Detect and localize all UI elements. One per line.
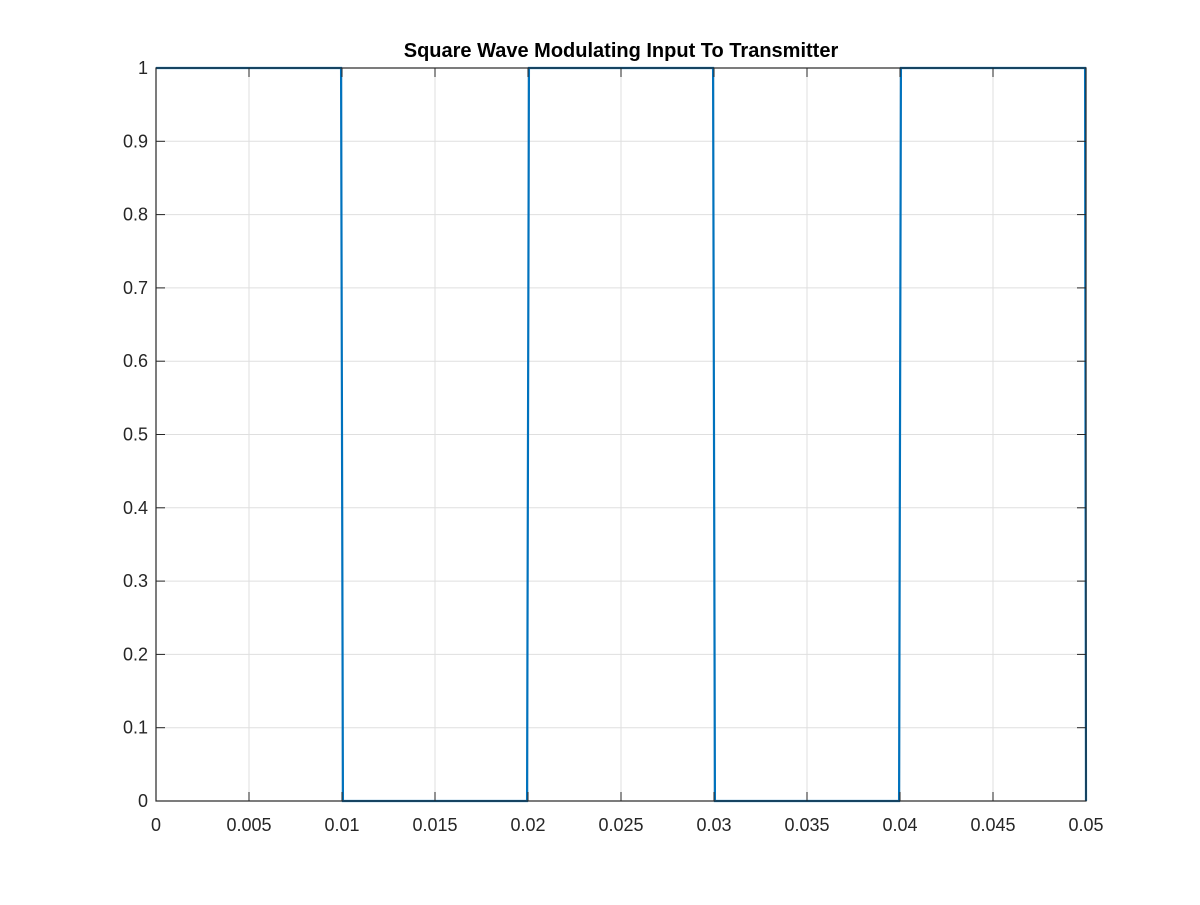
y-tick-label: 0.3 <box>123 571 148 591</box>
x-tick-label: 0 <box>151 815 161 835</box>
x-tick-label: 0.035 <box>784 815 829 835</box>
y-tick-label: 0.6 <box>123 351 148 371</box>
x-tick-label: 0.01 <box>324 815 359 835</box>
x-tick-label: 0.015 <box>412 815 457 835</box>
y-tick-label: 1 <box>138 58 148 78</box>
axes-layer <box>155 67 1087 802</box>
y-tick-label: 0.7 <box>123 278 148 298</box>
y-tick-label: 0.9 <box>123 131 148 151</box>
y-tick-label: 0.4 <box>123 498 148 518</box>
axes-box <box>155 67 1087 802</box>
y-tick-label: 0.8 <box>123 205 148 225</box>
x-tick-label: 0.005 <box>226 815 271 835</box>
chart-title: Square Wave Modulating Input To Transmit… <box>404 40 839 62</box>
x-tick-label: 0.03 <box>696 815 731 835</box>
x-tick-label: 0.045 <box>970 815 1015 835</box>
tick-layer: 0 0.005 0.01 0.015 0.02 0.025 0.03 0.035 0.04 0.0… <box>123 58 1104 835</box>
y-tick-label: 0.2 <box>123 644 148 664</box>
x-tick-label: 0.05 <box>1068 815 1103 835</box>
y-tick-label: 0.1 <box>123 718 148 738</box>
x-tick-label: 0.04 <box>882 815 917 835</box>
x-tick-label: 0.02 <box>510 815 545 835</box>
x-tick-label: 0.025 <box>598 815 643 835</box>
y-tick-label: 0 <box>138 791 148 811</box>
y-tick-label: 0.5 <box>123 425 148 445</box>
